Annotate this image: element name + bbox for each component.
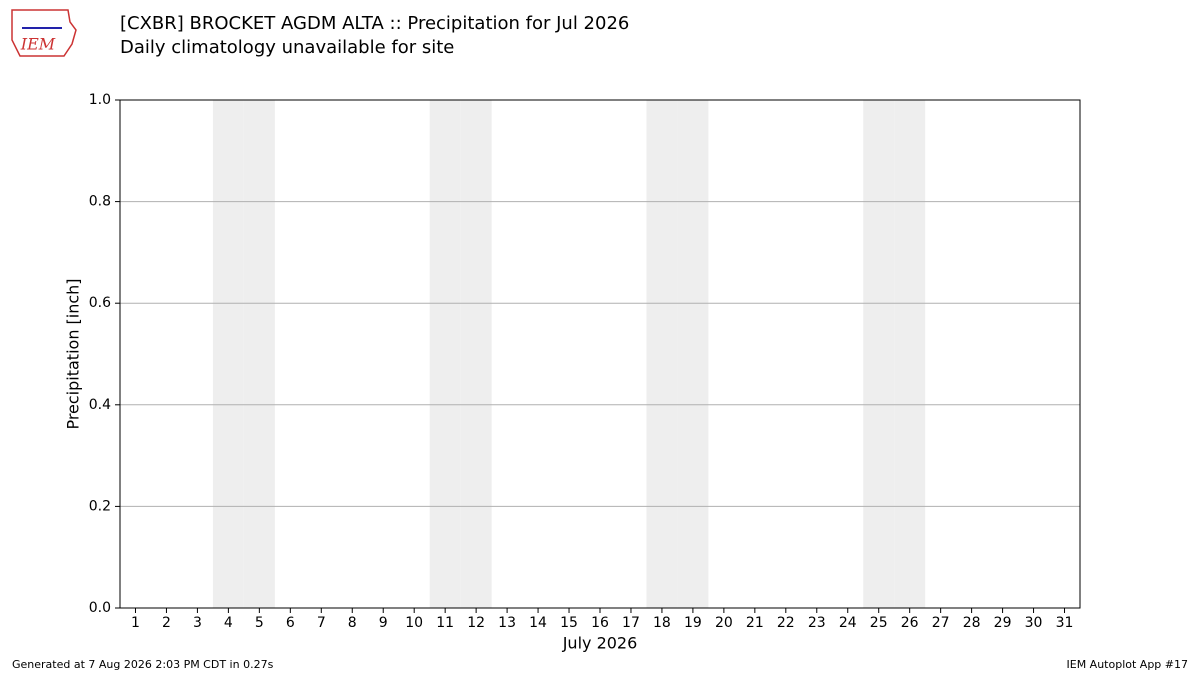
x-tick-label: 29 xyxy=(994,615,1012,631)
x-tick-label: 13 xyxy=(498,615,516,631)
footer-left: Generated at 7 Aug 2026 2:03 PM CDT in 0… xyxy=(12,658,274,671)
x-tick-label: 1 xyxy=(131,615,140,631)
x-tick-label: 20 xyxy=(715,615,733,631)
x-tick-label: 21 xyxy=(746,615,764,631)
chart-title: [CXBR] BROCKET AGDM ALTA :: Precipitatio… xyxy=(120,13,629,34)
x-tick-label: 23 xyxy=(808,615,826,631)
x-tick-label: 28 xyxy=(963,615,981,631)
weekend-shade xyxy=(894,100,926,608)
y-tick-label: 0.8 xyxy=(89,194,111,210)
x-tick-label: 18 xyxy=(653,615,671,631)
logo-outline xyxy=(11,9,77,57)
x-tick-label: 25 xyxy=(870,615,888,631)
footer-right: IEM Autoplot App #17 xyxy=(1067,658,1189,671)
x-tick-label: 6 xyxy=(286,615,295,631)
weekend-shade xyxy=(429,100,461,608)
x-tick-label: 30 xyxy=(1025,615,1043,631)
logo: IEM xyxy=(11,9,77,57)
chart-subtitle: Daily climatology unavailable for site xyxy=(120,37,454,58)
y-tick-label: 0.2 xyxy=(89,498,111,514)
x-tick-label: 22 xyxy=(777,615,795,631)
x-tick-label: 24 xyxy=(839,615,857,631)
x-tick-label: 10 xyxy=(405,615,423,631)
weekend-shade xyxy=(212,100,244,608)
y-tick-label: 1.0 xyxy=(89,92,111,108)
x-tick-label: 5 xyxy=(255,615,264,631)
x-tick-label: 8 xyxy=(348,615,357,631)
weekend-shade xyxy=(243,100,275,608)
weekend-shade xyxy=(460,100,492,608)
x-tick-label: 17 xyxy=(622,615,640,631)
y-axis-label: Precipitation [inch] xyxy=(64,278,83,429)
x-tick-label: 16 xyxy=(591,615,609,631)
logo-text: IEM xyxy=(20,35,56,54)
x-tick-label: 9 xyxy=(379,615,388,631)
y-tick-label: 0.0 xyxy=(89,600,111,616)
plot-frame xyxy=(119,99,1081,609)
x-tick-label: 31 xyxy=(1056,615,1074,631)
x-tick-label: 27 xyxy=(932,615,950,631)
weekend-shade xyxy=(863,100,895,608)
weekend-shade xyxy=(646,100,678,608)
weekend-shade xyxy=(677,100,709,608)
x-tick-label: 11 xyxy=(436,615,454,631)
y-tick-label: 0.6 xyxy=(89,295,111,311)
x-tick-label: 14 xyxy=(529,615,547,631)
x-tick-label: 15 xyxy=(560,615,578,631)
x-tick-label: 3 xyxy=(193,615,202,631)
x-tick-label: 26 xyxy=(901,615,919,631)
x-tick-label: 19 xyxy=(684,615,702,631)
x-tick-label: 12 xyxy=(467,615,485,631)
x-tick-label: 2 xyxy=(162,615,171,631)
x-axis-label: July 2026 xyxy=(562,634,638,653)
x-tick-label: 4 xyxy=(224,615,233,631)
y-tick-label: 0.4 xyxy=(89,397,111,413)
x-tick-label: 7 xyxy=(317,615,326,631)
